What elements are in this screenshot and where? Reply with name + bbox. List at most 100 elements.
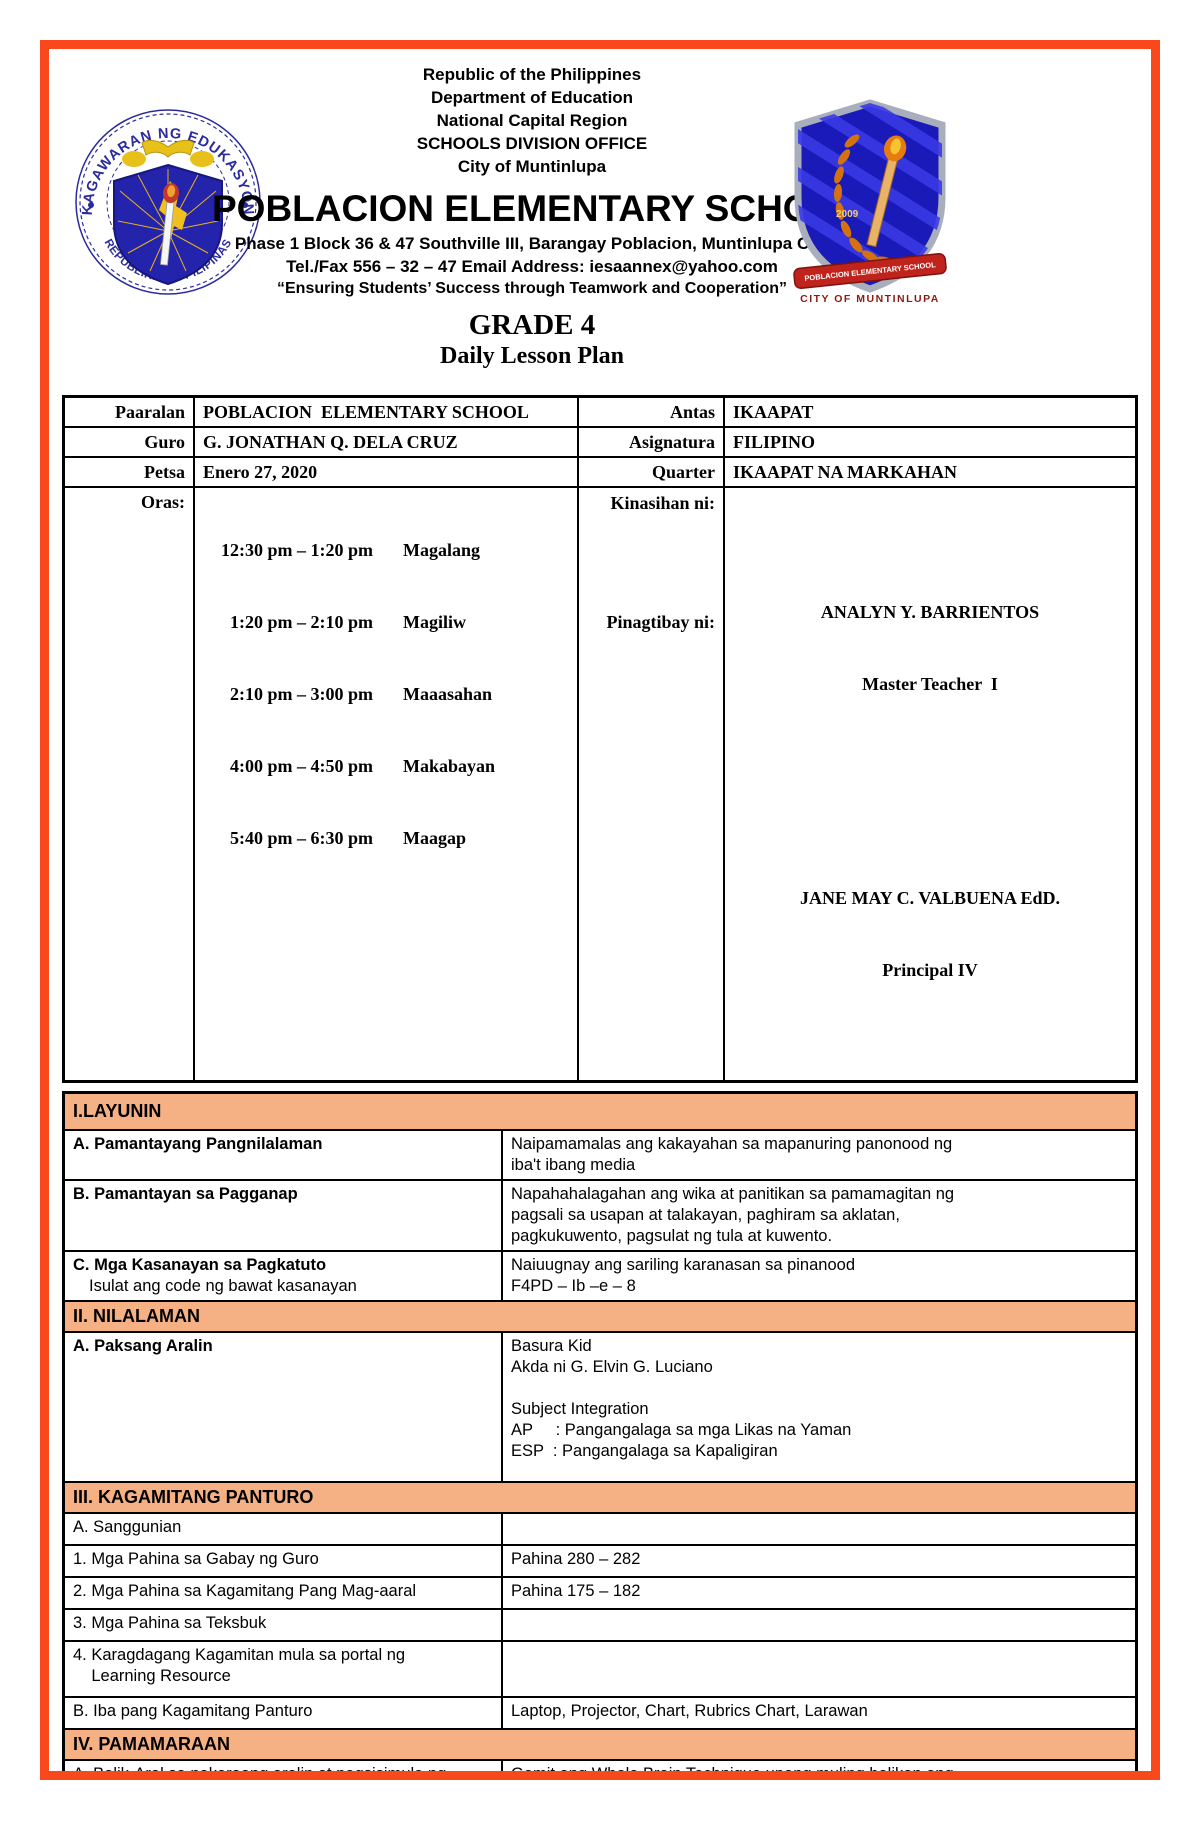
letterhead-center: Republic of the Philippines Department o…	[212, 63, 863, 370]
schedule-section: Magiliw	[403, 612, 466, 632]
schedule-line: 1:20 pm – 2:10 pm Magiliw	[203, 610, 569, 634]
row-sanggunian: A. Sanggunian	[62, 1512, 1138, 1546]
school-contact: Tel./Fax 556 – 32 – 47 Email Address: ie…	[286, 257, 778, 276]
schedule-section: Magalang	[403, 540, 481, 560]
gov-line-1: Republic of the Philippines	[422, 65, 642, 84]
class-schedule: 12:30 pm – 1:20 pm Magalang 1:20 pm – 2:…	[193, 486, 579, 1083]
school-address: Phase 1 Block 36 & 47 Southville III, Ba…	[234, 234, 830, 253]
pamantayan-pagganap-label: B. Pamantayan sa Pagganap	[62, 1179, 503, 1252]
row-iba-pang-kagamitan: B. Iba pang Kagamitang Panturo Laptop, P…	[62, 1696, 1138, 1730]
info-row-paaralan: Paaralan POBLACION ELEMENTARY SCHOOL Ant…	[62, 395, 1138, 428]
gabay-ng-guro-value: Pahina 280 – 282	[501, 1544, 1138, 1578]
school-motto: “Ensuring Students’ Success through Team…	[277, 280, 787, 297]
schedule-section: Maagap	[403, 828, 466, 848]
section-layunin-title: I.LAYUNIN	[62, 1091, 1138, 1131]
schedule-time: 12:30 pm – 1:20 pm	[221, 540, 373, 560]
schedule-section: Makabayan	[403, 756, 496, 776]
paksang-aralin-label: A. Paksang Aralin	[62, 1331, 503, 1483]
info-table: Paaralan POBLACION ELEMENTARY SCHOOL Ant…	[62, 395, 1138, 1083]
seal-dot-left	[88, 202, 94, 208]
shield-city-text: CITY OF MUNTINLUPA	[800, 293, 940, 305]
pamantayan-pagganap-value: Napahahalagahan ang wika at panitikan sa…	[501, 1179, 1138, 1252]
seal-lion-left	[122, 151, 146, 167]
petsa-label: Petsa	[62, 456, 195, 488]
seal-book-icon	[141, 139, 195, 158]
pamantayang-pangnilalaman-value: Naipamamalas ang kakayahan sa mapanuring…	[501, 1129, 1138, 1181]
page-border-frame: KAGAWARAN NG EDUKASYON REPUBLIKA NG PILI…	[40, 40, 1160, 1780]
balik-aral-value-cell: Gamit ang Whole Brain Technique upang mu…	[501, 1759, 1138, 1780]
row-kasanayan-pagkatuto: C. Mga Kasanayan sa Pagkatuto Isulat ang…	[62, 1250, 1138, 1302]
pinagtibay-block: JANE MAY C. VALBUENA EdD. Principal IV	[733, 838, 1127, 1030]
section-header-nilalaman: II. NILALAMAN	[62, 1300, 1138, 1333]
pinagtibay-name: JANE MAY C. VALBUENA EdD.	[799, 888, 1061, 908]
row-kagamitang-pang-magaaral: 2. Mga Pahina sa Kagamitang Pang Mag-aar…	[62, 1576, 1138, 1610]
paaralan-value: POBLACION ELEMENTARY SCHOOL	[193, 395, 579, 428]
kinasihan-block: ANALYN Y. BARRIENTOS Master Teacher I	[733, 552, 1127, 744]
row-balik-aral: A. Balik-Aral sa nakaraang aralin at pag…	[62, 1759, 1138, 1780]
seal-lion-right	[190, 151, 214, 167]
paksang-aralin-value: Basura Kid Akda ni G. Elvin G. Luciano S…	[511, 1337, 852, 1460]
deped-seal-logo: KAGAWARAN NG EDUKASYON REPUBLIKA NG PILI…	[75, 109, 261, 295]
letterhead: KAGAWARAN NG EDUKASYON REPUBLIKA NG PILI…	[62, 55, 1138, 395]
seal-rays	[117, 169, 219, 272]
section-kagamitan-title: III. KAGAMITANG PANTURO	[62, 1481, 1138, 1514]
teksbuk-value	[501, 1608, 1138, 1642]
pinagtibay-label: Pinagtibay ni:	[606, 612, 715, 632]
row-gabay-ng-guro: 1. Mga Pahina sa Gabay ng Guro Pahina 28…	[62, 1544, 1138, 1578]
shield-banner: POBLACION ELEMENTARY SCHOOL	[793, 252, 947, 290]
quarter-label: Quarter	[577, 456, 725, 488]
learning-resource-label: 4. Karagdagang Kagamitan mula sa portal …	[62, 1640, 503, 1698]
schedule-line: 5:40 pm – 6:30 pm Maagap	[203, 826, 569, 850]
kasanayan-pagkatuto-value: Naiuugnay ang sariling karanasan sa pina…	[501, 1250, 1138, 1302]
paksang-aralin-value-cell: Basura Kid Akda ni G. Elvin G. Luciano S…	[501, 1331, 1138, 1483]
seal-torch	[160, 183, 180, 266]
schedule-time: 5:40 pm – 6:30 pm	[230, 828, 373, 848]
iba-pang-kagamitan-label: B. Iba pang Kagamitang Panturo	[62, 1696, 503, 1730]
guro-label: Guro	[62, 426, 195, 458]
schedule-time: 2:10 pm – 3:00 pm	[230, 684, 373, 704]
row-pamantayan-pagganap: B. Pamantayan sa Pagganap Napahahalagaha…	[62, 1179, 1138, 1252]
learning-resource-value	[501, 1640, 1138, 1698]
row-teksbuk: 3. Mga Pahina sa Teksbuk	[62, 1608, 1138, 1642]
gov-line-2: Department of Education	[430, 88, 634, 107]
gov-line-3: National Capital Region	[436, 111, 628, 130]
paaralan-label: Paaralan	[62, 395, 195, 428]
schedule-line: 12:30 pm – 1:20 pm Magalang	[203, 538, 569, 562]
info-row-oras: Oras: 12:30 pm – 1:20 pm Magalang 1:20 p…	[62, 486, 1138, 1083]
petsa-value: Enero 27, 2020	[193, 456, 579, 488]
grade-title: GRADE 4	[468, 309, 596, 341]
teksbuk-label: 3. Mga Pahina sa Teksbuk	[62, 1608, 503, 1642]
info-row-petsa: Petsa Enero 27, 2020 Quarter IKAAPAT NA …	[62, 456, 1138, 488]
lesson-plan-table: I.LAYUNIN A. Pamantayang Pangnilalaman N…	[62, 1091, 1138, 1780]
antas-label: Antas	[577, 395, 725, 428]
gabay-ng-guro-label: 1. Mga Pahina sa Gabay ng Guro	[62, 1544, 503, 1578]
approver-names-cell: ANALYN Y. BARRIENTOS Master Teacher I JA…	[723, 486, 1138, 1083]
kinasihan-name: ANALYN Y. BARRIENTOS	[820, 602, 1040, 622]
balik-aral-label: A. Balik-Aral sa nakaraang aralin at pag…	[62, 1759, 503, 1771]
shield-year: 2009	[836, 209, 859, 220]
approver-labels-cell: Kinasihan ni: Pinagtibay ni:	[577, 486, 725, 1083]
gov-line-4: SCHOOLS DIVISION OFFICE	[416, 134, 648, 153]
oras-label: Oras:	[62, 486, 195, 1083]
antas-value: IKAAPAT	[723, 395, 1138, 428]
kinasihan-label: Kinasihan ni:	[610, 493, 715, 513]
pamantayang-pangnilalaman-label: A. Pamantayang Pangnilalaman	[62, 1129, 503, 1181]
schedule-line: 2:10 pm – 3:00 pm Maaasahan	[203, 682, 569, 706]
schedule-section: Maaasahan	[403, 684, 493, 704]
row-paksang-aralin: A. Paksang Aralin Basura Kid Akda ni G. …	[62, 1331, 1138, 1483]
pinagtibay-title: Principal IV	[882, 960, 978, 980]
section-header-pamamaraan: IV. PAMAMARAAN	[62, 1728, 1138, 1761]
school-shield-logo: 2009 POBLACION ELEMENTARY SCHOOL CITY OF…	[793, 99, 947, 305]
section-pamamaraan-title: IV. PAMAMARAAN	[62, 1728, 1138, 1761]
kasanayan-pagkatuto-sublabel: Isulat ang code ng bawat kasanayan	[89, 1277, 357, 1295]
page-content: KAGAWARAN NG EDUKASYON REPUBLIKA NG PILI…	[49, 49, 1151, 1780]
guro-value: G. JONATHAN Q. DELA CRUZ	[193, 426, 579, 458]
balik-aral-value: Gamit ang Whole Brain Technique upang mu…	[511, 1765, 954, 1780]
kagamitang-pang-magaaral-label: 2. Mga Pahina sa Kagamitang Pang Mag-aar…	[62, 1576, 503, 1610]
gov-line-5: City of Muntinlupa	[457, 157, 607, 176]
kasanayan-pagkatuto-label: C. Mga Kasanayan sa Pagkatuto	[73, 1256, 327, 1274]
section-header-layunin: I.LAYUNIN	[62, 1091, 1138, 1131]
section-header-kagamitan: III. KAGAMITANG PANTURO	[62, 1481, 1138, 1514]
quarter-value: IKAAPAT NA MARKAHAN	[723, 456, 1138, 488]
